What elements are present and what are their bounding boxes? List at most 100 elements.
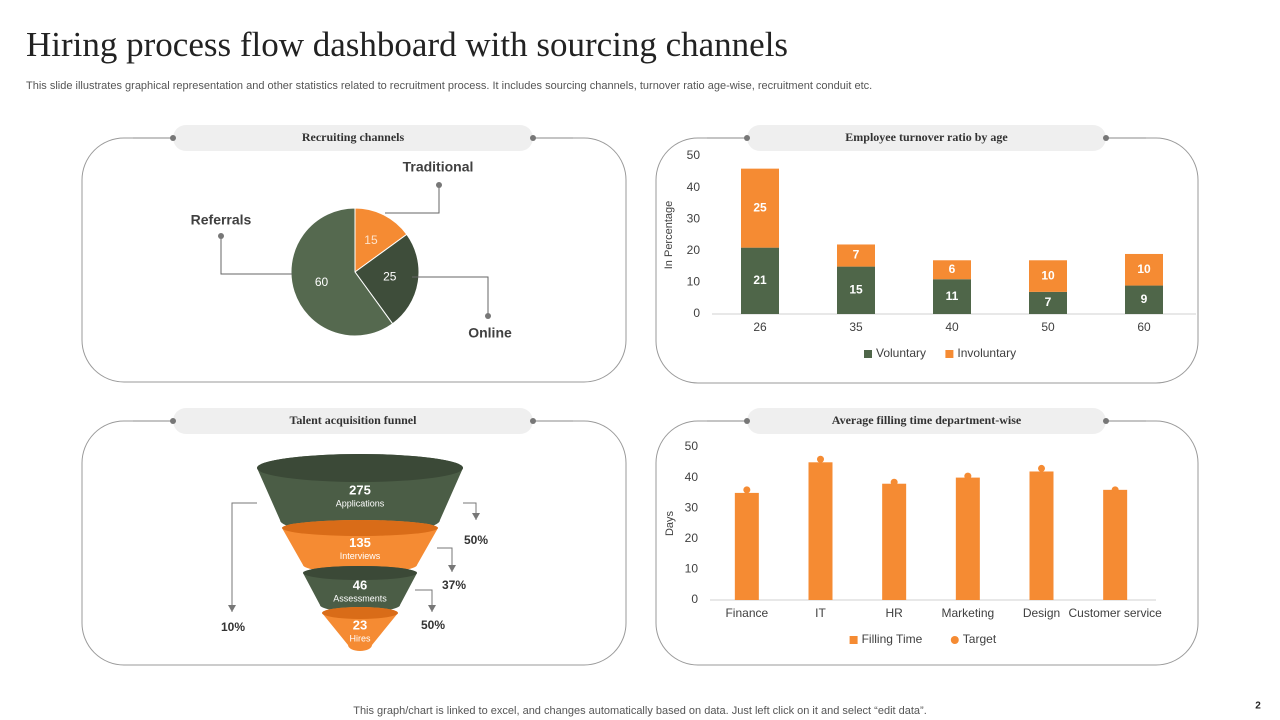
bar-segment — [1125, 253, 1163, 286]
y-tick-label: 20 — [687, 243, 701, 257]
conversion-rate: 50% — [464, 533, 488, 547]
conversion-arrow — [415, 589, 433, 612]
y-tick-label: 40 — [687, 180, 701, 194]
y-tick-label: 0 — [691, 592, 698, 606]
bar — [808, 462, 833, 600]
segment-label: 11 — [946, 289, 959, 303]
x-tick-label: 35 — [849, 320, 863, 334]
pie-slice — [354, 207, 408, 273]
x-tick-label: Marketing — [941, 606, 994, 620]
pie-slice — [354, 233, 420, 325]
bar-segment — [837, 266, 875, 314]
stage-label: Assessments — [333, 593, 387, 603]
legend-swatch — [849, 636, 858, 644]
bar-segment — [933, 260, 971, 280]
funnel-rim — [322, 607, 398, 619]
bar-segment — [1125, 285, 1163, 314]
category-label: Online — [468, 325, 512, 341]
leader-line — [220, 236, 292, 275]
target-marker — [964, 472, 972, 480]
x-tick-label: HR — [885, 606, 903, 620]
x-tick-label: 50 — [1041, 320, 1055, 334]
page-number: 2 — [1255, 701, 1261, 712]
arrow-head — [472, 513, 480, 520]
y-tick-label: 0 — [693, 306, 700, 320]
x-tick-label: Customer service — [1068, 606, 1162, 620]
conversion-rate: 37% — [442, 578, 466, 592]
pill-dot — [744, 135, 750, 141]
leader-dot — [485, 313, 491, 319]
y-tick-label: 50 — [685, 439, 699, 453]
pill-dot — [1103, 135, 1109, 141]
stage-value: 46 — [353, 577, 367, 592]
legend-label: Filling Time — [862, 632, 923, 646]
y-axis-label: Days — [664, 510, 676, 536]
funnel-rim — [282, 520, 438, 536]
funnel-rim — [303, 566, 417, 580]
stage-label: Applications — [336, 498, 385, 508]
conversion-rate: 50% — [421, 618, 445, 632]
pill-dot — [1103, 418, 1109, 424]
panel — [655, 137, 1199, 384]
x-tick-label: Finance — [725, 606, 768, 620]
x-tick-label: 60 — [1137, 320, 1151, 334]
conversion-arrow — [437, 547, 453, 572]
leader-line — [385, 185, 440, 214]
y-tick-label: 10 — [685, 562, 699, 576]
slice-label: 25 — [383, 270, 397, 284]
y-tick-label: 20 — [685, 531, 699, 545]
stage-value: 275 — [349, 482, 371, 497]
x-tick-label: 26 — [753, 320, 767, 334]
legend-marker — [950, 636, 959, 644]
chart-title: Recruiting channels — [302, 130, 405, 144]
chart-title: Employee turnover ratio by age — [845, 130, 1008, 144]
stage-label: Hires — [349, 633, 371, 643]
segment-label: 10 — [1137, 262, 1151, 276]
arrow-head — [228, 605, 236, 612]
y-tick-label: 30 — [685, 500, 699, 514]
footer-note: This graph/chart is linked to excel, and… — [353, 705, 927, 717]
arrow-head — [448, 565, 456, 572]
pill-dot — [744, 418, 750, 424]
target-marker — [1038, 464, 1045, 472]
segment-label: 7 — [853, 248, 860, 262]
header-pill — [173, 125, 533, 151]
target-marker — [890, 478, 898, 486]
target-marker — [743, 486, 751, 494]
stage-value: 135 — [349, 535, 371, 550]
target-marker — [1111, 486, 1119, 494]
leader-line — [412, 276, 489, 316]
segment-label: 15 — [849, 282, 863, 296]
bar-segment — [741, 168, 779, 248]
category-label: Referrals — [191, 212, 252, 228]
conversion-arrow — [231, 502, 257, 612]
legend-label: Involuntary — [957, 346, 1016, 360]
y-tick-label: 10 — [687, 275, 701, 289]
legend-swatch — [864, 350, 872, 358]
conversion-arrow — [463, 502, 477, 520]
legend-label: Target — [963, 632, 997, 646]
segment-label: 6 — [949, 262, 956, 276]
y-tick-label: 50 — [687, 148, 701, 162]
bar — [955, 477, 980, 600]
bar — [1103, 489, 1128, 600]
chart-title: Talent acquisition funnel — [290, 413, 418, 427]
legend-swatch — [945, 350, 954, 358]
x-tick-label: IT — [815, 606, 826, 620]
segment-label: 21 — [753, 273, 767, 287]
bar-segment — [1029, 260, 1067, 292]
header-pill — [747, 125, 1106, 151]
slide-subtitle: This slide illustrates graphical represe… — [26, 80, 872, 92]
bar-segment — [933, 279, 971, 314]
segment-label: 25 — [753, 200, 767, 214]
y-tick-label: 30 — [687, 211, 701, 225]
bar-segment — [741, 247, 779, 314]
segment-label: 7 — [1045, 295, 1052, 309]
segment-label: 9 — [1141, 292, 1148, 306]
bar — [1029, 471, 1054, 600]
arrow-head — [428, 605, 436, 612]
y-axis-label: In Percentage — [663, 201, 675, 270]
bar — [882, 483, 907, 600]
leader-dot — [436, 182, 442, 188]
